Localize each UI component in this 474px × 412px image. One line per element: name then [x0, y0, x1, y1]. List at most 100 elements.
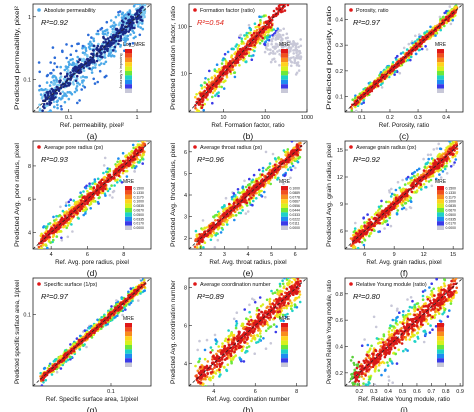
- data-point: [75, 85, 79, 88]
- data-point: [263, 190, 266, 194]
- data-point: [220, 226, 224, 230]
- data-point: [215, 213, 218, 217]
- data-point: [102, 62, 106, 66]
- data-point: [449, 22, 453, 26]
- data-point: [195, 93, 198, 96]
- data-point: [253, 49, 256, 53]
- data-point: [116, 178, 119, 181]
- data-point: [396, 204, 400, 208]
- y-axis-label: Predicted permeability, pixel²: [14, 6, 21, 110]
- data-point: [104, 60, 108, 64]
- x-tick-label: 0.1: [65, 115, 73, 121]
- data-point: [252, 191, 256, 194]
- data-point: [295, 143, 299, 146]
- data-point: [119, 168, 122, 171]
- data-point: [75, 49, 78, 53]
- data-point: [103, 47, 106, 51]
- data-point: [276, 50, 279, 53]
- data-point: [124, 17, 127, 20]
- data-point: [55, 235, 59, 238]
- data-point: [73, 201, 77, 204]
- data-point: [111, 30, 115, 33]
- data-point: [409, 200, 413, 203]
- data-point: [243, 192, 246, 196]
- data-point: [443, 11, 447, 15]
- colorbar-swatch: [281, 199, 288, 204]
- data-point: [214, 226, 217, 229]
- data-point: [67, 97, 71, 101]
- data-point: [420, 188, 423, 191]
- data-point: [264, 21, 268, 24]
- data-point: [60, 96, 64, 100]
- data-point: [74, 79, 78, 83]
- data-point: [351, 98, 355, 101]
- panel-caption: (a): [87, 131, 98, 141]
- data-point: [125, 169, 129, 173]
- data-point: [221, 213, 224, 216]
- data-point: [218, 85, 221, 88]
- data-point: [252, 31, 256, 35]
- data-point: [220, 219, 224, 223]
- data-point: [254, 41, 257, 44]
- data-point: [140, 144, 144, 147]
- data-point: [282, 0, 285, 3]
- data-point: [387, 200, 390, 204]
- x-axis-label: Ref. Formation factor, ratio: [211, 122, 285, 129]
- data-point: [441, 160, 445, 164]
- data-point: [380, 86, 384, 89]
- legend-marker: [193, 8, 197, 12]
- data-point: [275, 7, 279, 10]
- data-point: [73, 65, 77, 69]
- data-point: [132, 36, 136, 40]
- data-point: [279, 9, 283, 13]
- data-point: [405, 178, 409, 181]
- data-point: [271, 34, 274, 37]
- data-point: [224, 215, 228, 218]
- data-point: [396, 209, 400, 212]
- data-point: [124, 13, 127, 16]
- data-point: [363, 239, 367, 242]
- reference-line: [189, 141, 307, 249]
- data-point: [378, 74, 381, 77]
- data-point: [78, 99, 81, 102]
- legend-label: Absolute permeability: [44, 8, 96, 14]
- data-point: [445, 172, 449, 175]
- data-point: [52, 79, 56, 82]
- y-tick-label: 10: [181, 71, 187, 77]
- data-point: [206, 98, 209, 101]
- y-tick-label: 0.1: [23, 77, 31, 83]
- data-point: [401, 178, 404, 182]
- colorbar-note: Accuracy is improving: [119, 54, 123, 89]
- data-point: [379, 83, 383, 86]
- data-point: [55, 214, 58, 218]
- data-point: [100, 42, 104, 46]
- data-point: [51, 46, 55, 49]
- data-point: [101, 187, 105, 191]
- data-point: [272, 52, 275, 55]
- colorbar-tick-label: 0.0444: [290, 209, 300, 213]
- data-point: [238, 64, 241, 67]
- data-point: [423, 165, 427, 169]
- data-point: [389, 224, 393, 228]
- data-point: [105, 170, 108, 174]
- data-point: [207, 80, 211, 84]
- data-point: [278, 63, 281, 67]
- data-point: [51, 94, 55, 98]
- data-point: [402, 60, 406, 63]
- data-point: [119, 159, 122, 163]
- data-point: [80, 59, 84, 62]
- x-tick-label: 1: [136, 115, 139, 121]
- data-point: [271, 170, 275, 173]
- data-point: [297, 136, 300, 139]
- data-point: [142, 153, 145, 157]
- data-point: [354, 105, 357, 109]
- data-point: [203, 89, 207, 93]
- data-point: [132, 164, 136, 168]
- data-point: [422, 183, 426, 186]
- data-point: [266, 42, 270, 45]
- data-point: [241, 196, 244, 199]
- data-point: [93, 61, 96, 64]
- data-point: [83, 202, 87, 206]
- data-point: [101, 32, 105, 35]
